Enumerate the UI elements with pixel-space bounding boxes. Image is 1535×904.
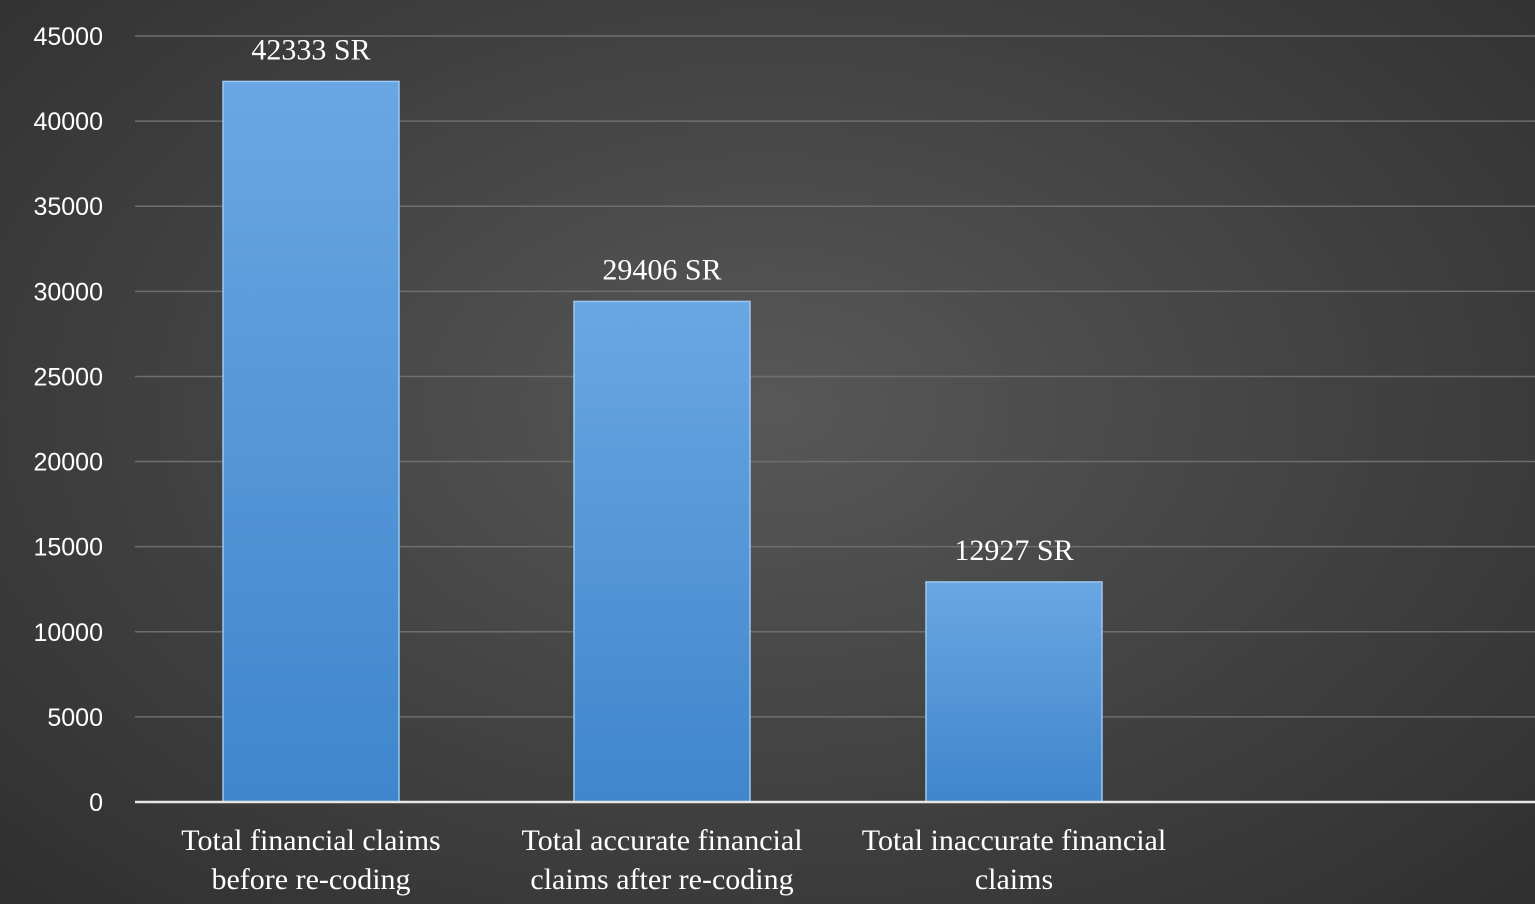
data-label-1: 42333 SR [251, 33, 370, 66]
category-label-line: Total accurate financial [521, 824, 802, 857]
category-label-line: claims [975, 863, 1053, 896]
data-label-2: 29406 SR [602, 253, 721, 286]
y-tick-label: 0 [89, 789, 103, 817]
y-tick-label: 10000 [33, 619, 103, 647]
category-label-2: Total accurate financial claims after re-… [521, 824, 802, 896]
data-label-3: 12927 SR [954, 534, 1073, 567]
y-tick-label: 45000 [33, 23, 103, 51]
category-label-line: Total financial claims [181, 824, 440, 857]
y-tick-label: 30000 [33, 278, 103, 306]
y-tick-label: 35000 [33, 193, 103, 221]
bar-2 [573, 300, 751, 803]
y-axis-tick-labels: 0 5000 10000 15000 20000 25000 30000 35000 40000… [33, 23, 103, 817]
y-tick-label: 25000 [33, 363, 103, 391]
y-tick-label: 15000 [33, 534, 103, 562]
bar-3 [925, 581, 1103, 803]
y-tick-label: 40000 [33, 108, 103, 136]
data-labels: 42333 SR 29406 SR 12927 SR [251, 33, 1073, 567]
category-label-1: Total financial claims before re-coding [181, 824, 440, 896]
x-axis-category-labels: Total financial claims before re-codingTo… [181, 824, 1166, 896]
y-tick-label: 5000 [47, 704, 103, 732]
category-label-line: before re-coding [211, 863, 410, 896]
category-label-3: Total inaccurate financial claims [862, 824, 1166, 896]
y-tick-label: 20000 [33, 449, 103, 477]
category-label-line: claims after re-coding [530, 863, 793, 896]
bar-1 [222, 80, 400, 803]
category-label-line: Total inaccurate financial [862, 824, 1166, 857]
bars [222, 80, 1103, 803]
